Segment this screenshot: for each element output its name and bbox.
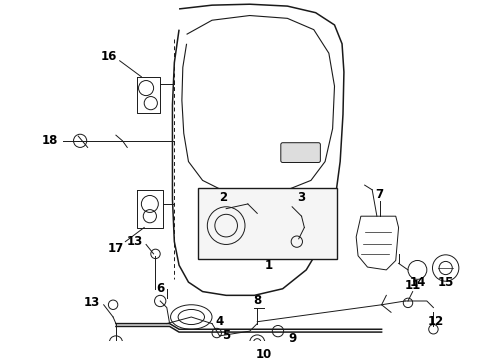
Bar [198,188,337,258]
Text: 7: 7 [376,188,384,201]
Text: 3: 3 [297,191,306,204]
Text: 13: 13 [83,296,99,309]
Text: 4: 4 [216,315,224,328]
Text: 2: 2 [219,191,227,204]
Text: 12: 12 [428,315,444,328]
Text: 18: 18 [42,134,58,147]
Text: 6: 6 [156,282,164,295]
Text: 8: 8 [253,294,261,307]
Text: 10: 10 [256,348,272,360]
Text: 1: 1 [265,259,272,272]
Text: 17: 17 [108,242,124,255]
Text: 13: 13 [126,235,143,248]
Text: 15: 15 [438,276,454,289]
Text: 5: 5 [222,329,230,342]
Text: 11: 11 [405,279,421,292]
Text: 9: 9 [288,332,296,345]
Text: 14: 14 [409,276,426,289]
FancyBboxPatch shape [281,143,320,162]
Text: 16: 16 [100,50,117,63]
